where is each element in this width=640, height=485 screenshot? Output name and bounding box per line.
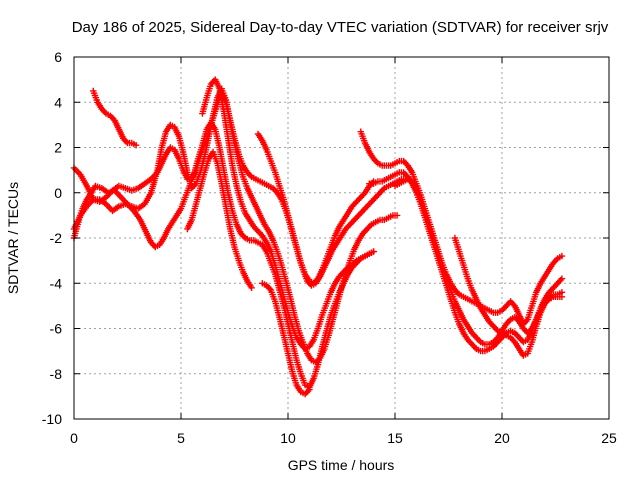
series-point-markers [90,87,140,149]
x-axis-label: GPS time / hours [288,457,395,473]
data-series [90,87,140,149]
x-tick-label: 5 [177,430,185,446]
tick-layer: 0 5 10 15 20 25 -10 -8 -6 -4 -2 0 2 4 6 [42,49,617,446]
chart-title: Day 186 of 2025, Sidereal Day-to-day VTE… [72,19,609,36]
series-point-markers [357,128,566,328]
y-tick-label: -2 [50,230,63,246]
y-tick-label: 2 [54,140,62,156]
y-axis-label: SDTVAR / TECUs [5,182,21,294]
x-tick-label: 0 [70,430,78,446]
y-tick-label: 0 [54,185,62,201]
data-series [254,130,377,287]
data-layer [70,76,566,398]
y-tick-label: -8 [50,366,63,382]
data-series [184,148,255,291]
x-tick-label: 15 [387,430,403,446]
y-tick-label: -10 [42,411,62,427]
data-series [357,128,566,328]
x-tick-label: 25 [601,430,617,446]
data-series [451,234,566,359]
y-tick-label: 6 [54,49,62,65]
series-point-markers [259,280,313,398]
y-tick-label: 4 [54,94,62,110]
series-point-markers [184,148,255,291]
data-series [199,76,377,353]
data-series [259,280,313,398]
series-point-markers [391,176,566,348]
grid-layer [74,57,609,419]
series-point-markers [451,234,566,359]
series-point-markers [199,76,377,353]
x-tick-label: 10 [280,430,296,446]
series-point-markers [254,130,377,287]
data-series [391,176,566,348]
x-tick-label: 20 [494,430,510,446]
y-tick-label: -4 [50,275,63,291]
y-tick-label: -6 [50,321,63,337]
